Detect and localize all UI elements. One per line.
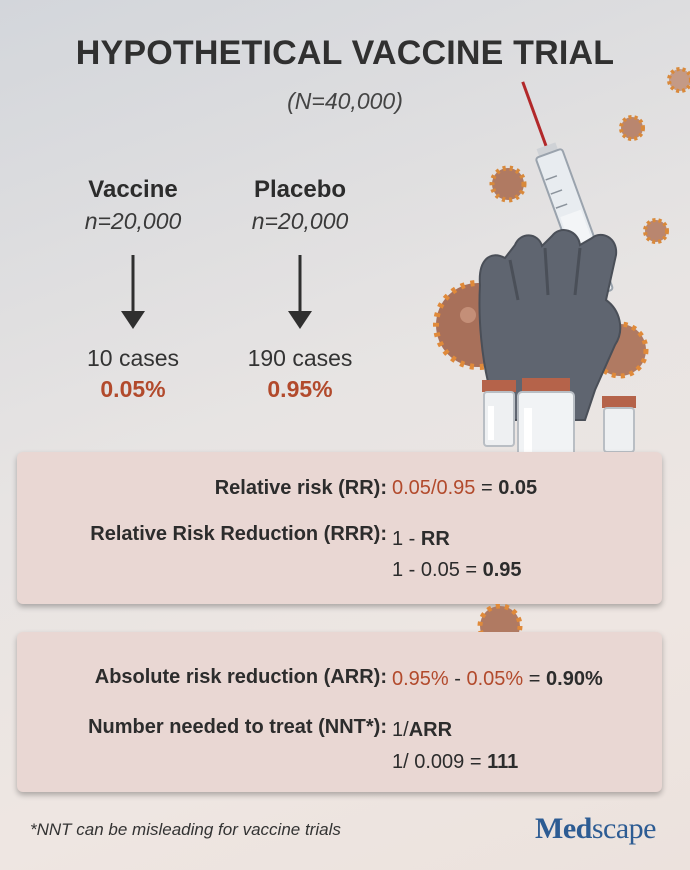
group-size: n=20,000 [251, 208, 349, 234]
case-count: 10 cases [86, 345, 180, 371]
logo-part-2: scape [591, 812, 657, 845]
virus-icon [489, 165, 527, 203]
nnt-result: 111 [487, 751, 519, 773]
rr-denominator: 0.95 [436, 477, 476, 499]
virus-icon [477, 604, 523, 632]
nnt-formula: 1/ARR [392, 719, 452, 742]
arr-subtrahend: 0.05% [466, 668, 524, 690]
logo-part-1: Med [535, 812, 592, 845]
case-count: 190 cases [247, 345, 353, 371]
rr-value: 0.05/0.95 = 0.05 [392, 477, 537, 500]
rrr-label: Relative Risk Reduction (RRR): [90, 523, 387, 545]
down-arrow-icon [121, 255, 145, 329]
nnt-calc-pre: 1/ 0.009 = [392, 751, 488, 773]
virus-icon [643, 218, 669, 244]
vial-icon [602, 396, 636, 453]
vaccine-illustration [433, 67, 690, 459]
nnt-formula-pre: 1/ [392, 719, 409, 741]
rr-label: Relative risk (RR): [214, 477, 387, 499]
footnote: *NNT can be misleading for vaccine trial… [30, 820, 341, 839]
down-arrow-icon [288, 255, 312, 329]
vial-icon [517, 378, 575, 459]
nnt-label: Number needed to treat (NNT*): [88, 716, 387, 738]
group-name: Placebo [253, 176, 347, 203]
placebo-results: 190 cases 0.95% [190, 345, 410, 403]
rrr-formula: 1 - RR [392, 528, 450, 551]
rrr-calculation: 1 - 0.05 = 0.95 [392, 559, 522, 582]
page-subtitle: (N=40,000) [287, 88, 403, 114]
vaccine-results: 10 cases 0.05% [23, 345, 243, 403]
placebo-group: Placebo n=20,000 [190, 176, 410, 235]
rr-slash: / [430, 477, 437, 499]
absolute-risk-panel: Absolute risk reduction (ARR): 0.95% - 0… [17, 632, 662, 792]
virus-icon [619, 115, 645, 141]
nnt-formula-var: ARR [408, 719, 453, 741]
rrr-result: 0.95 [482, 559, 522, 581]
page-title: HYPOTHETICAL VACCINE TRIAL [75, 34, 615, 72]
arr-label: Absolute risk reduction (ARR): [94, 666, 387, 688]
arr-minus: - [448, 668, 467, 690]
case-percent: 0.05% [100, 376, 166, 402]
nnt-calculation: 1/ 0.009 = 111 [392, 751, 518, 774]
rr-equals: = [475, 477, 499, 499]
virus-icon [667, 67, 690, 93]
rrr-calc-pre: 1 - 0.05 = [392, 559, 483, 581]
rr-numerator: 0.05 [392, 477, 431, 499]
case-percent: 0.95% [267, 376, 333, 402]
arr-result: 0.90% [546, 668, 603, 690]
vial-icon [482, 380, 516, 447]
vaccine-group: Vaccine n=20,000 [23, 176, 243, 235]
arr-minuend: 0.95% [392, 668, 449, 690]
arr-value: 0.95% - 0.05% = 0.90% [392, 668, 603, 691]
group-size: n=20,000 [84, 208, 182, 234]
group-name: Vaccine [88, 176, 178, 203]
rr-result: 0.05 [498, 477, 538, 499]
arr-equals: = [523, 668, 547, 690]
medscape-logo: Medscape [535, 812, 656, 846]
rrr-formula-pre: 1 - [392, 528, 421, 550]
rrr-formula-var: RR [420, 528, 450, 550]
relative-risk-panel: Relative risk (RR): 0.05/0.95 = 0.05 Rel… [17, 452, 662, 604]
